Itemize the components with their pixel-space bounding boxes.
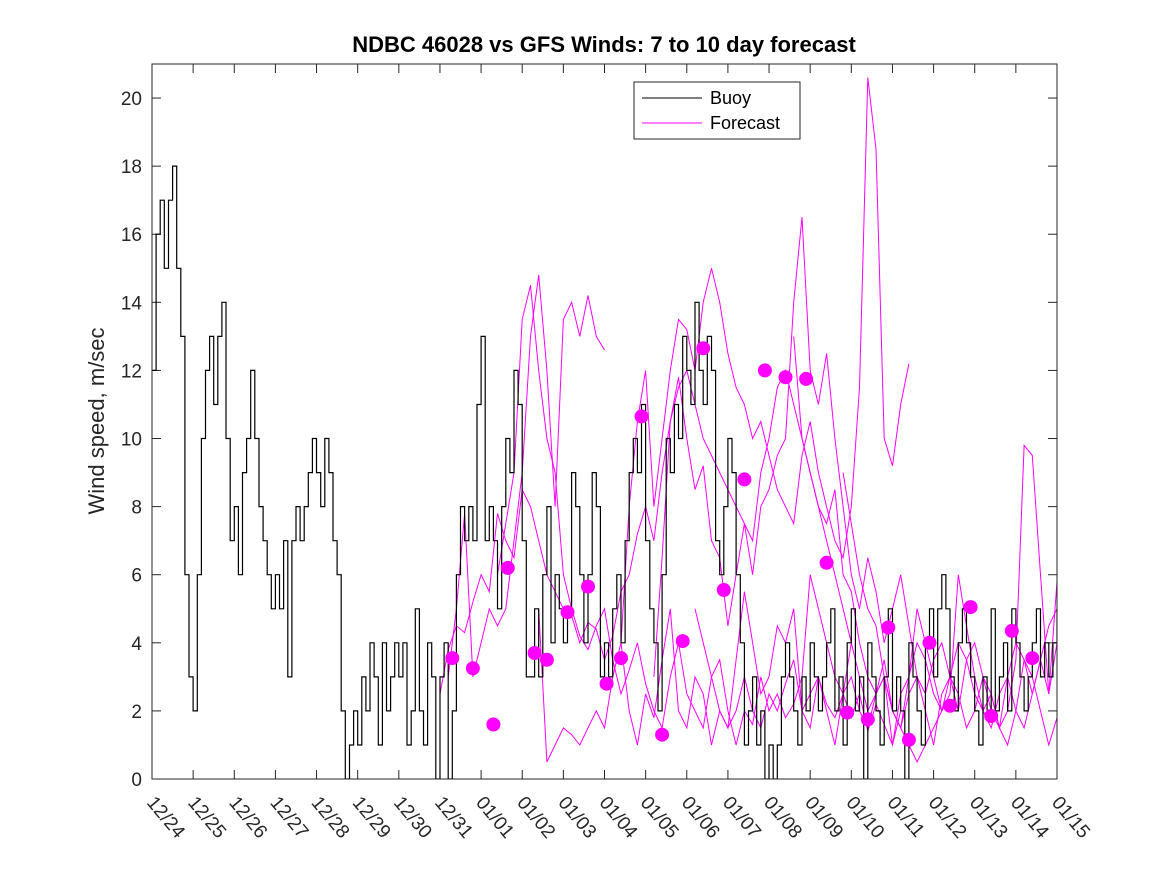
forecast-marker <box>716 583 731 597</box>
forecast-marker <box>655 727 670 742</box>
chart-title: NDBC 46028 vs GFS Winds: 7 to 10 day for… <box>352 32 856 57</box>
y-tick-label: 8 <box>131 498 142 519</box>
forecast-marker <box>696 341 711 356</box>
plot-border <box>151 63 1058 780</box>
forecast-marker <box>840 705 855 720</box>
forecast-marker <box>984 709 999 723</box>
forecast-marker <box>560 605 575 620</box>
forecast-line-5 <box>653 217 1057 730</box>
forecast-marker <box>500 560 515 575</box>
forecast-marker <box>778 370 793 385</box>
buoy-line <box>152 165 1057 779</box>
y-tick-label: 12 <box>121 361 142 382</box>
forecast-marker <box>901 732 916 747</box>
forecast-marker <box>1025 651 1040 666</box>
y-tick-label: 2 <box>131 702 142 723</box>
forecast-markers <box>445 341 1040 747</box>
forecast-marker <box>860 712 875 727</box>
forecast-marker <box>539 652 554 667</box>
legend-box <box>633 81 801 140</box>
y-tick-label: 18 <box>121 157 142 178</box>
y-tick-label: 4 <box>131 634 142 655</box>
legend: Buoy Forecast <box>633 81 801 140</box>
forecast-marker <box>963 600 978 615</box>
forecast-marker <box>634 409 649 424</box>
y-tick-label: 6 <box>131 566 142 587</box>
forecast-marker <box>527 646 542 660</box>
forecast-marker <box>819 555 834 570</box>
forecast-marker <box>799 371 814 386</box>
y-tick-label: 14 <box>121 293 143 314</box>
y-tick-label: 10 <box>121 430 142 451</box>
forecast-marker <box>943 698 957 713</box>
forecast-line-2 <box>497 285 902 747</box>
forecast-marker <box>1004 623 1019 638</box>
forecast-marker <box>445 651 460 666</box>
forecast-line-4 <box>620 77 910 643</box>
y-tick-label: 0 <box>131 770 142 791</box>
y-tick-label: 20 <box>121 89 142 110</box>
forecast-marker <box>614 651 628 666</box>
forecast-marker <box>737 472 752 487</box>
forecast-marker <box>599 676 614 691</box>
forecast-marker <box>757 363 772 378</box>
forecast-marker <box>675 634 690 649</box>
forecast-marker <box>922 635 937 650</box>
y-tick-labels: 0 2 4 6 8 10 12 14 16 18 20 <box>121 89 143 791</box>
forecast-marker <box>881 620 896 635</box>
forecast-line-8 <box>842 472 1057 746</box>
y-axis-label: Wind speed, m/sec <box>84 327 109 514</box>
legend-forecast-label: Forecast <box>710 113 780 133</box>
legend-buoy-label: Buoy <box>710 88 751 108</box>
forecast-marker <box>465 661 480 676</box>
forecast-marker <box>581 579 595 594</box>
y-tick-label: 16 <box>121 225 142 246</box>
forecast-marker <box>486 717 501 732</box>
series-layer <box>152 77 1057 779</box>
